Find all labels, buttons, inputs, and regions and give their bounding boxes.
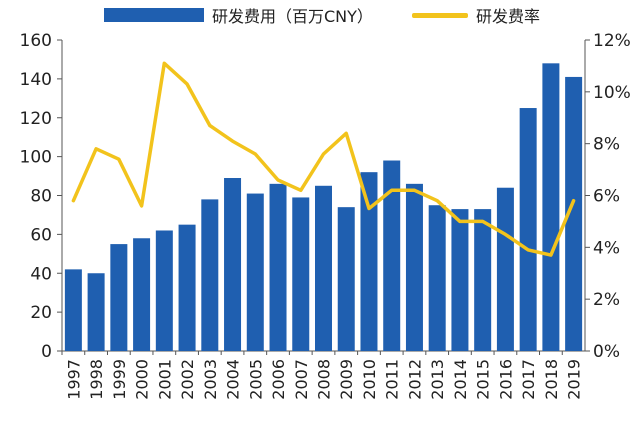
x-tick-label: 2010 — [360, 359, 379, 400]
left-tick-label: 80 — [30, 187, 52, 207]
x-tick-label: 1998 — [87, 359, 106, 400]
x-tick-label: 2008 — [315, 359, 334, 400]
x-tick-label: 2014 — [451, 359, 470, 400]
x-tick-label: 2009 — [337, 359, 356, 400]
left-tick-label: 40 — [30, 264, 52, 284]
right-tick-label: 4% — [593, 238, 620, 258]
x-tick-label: 2000 — [133, 359, 152, 400]
x-tick-label: 2015 — [474, 359, 493, 400]
x-tick-label: 2002 — [178, 359, 197, 400]
left-tick-label: 160 — [20, 31, 52, 51]
legend-item-expense: 研发费用（百万CNY） — [104, 3, 373, 27]
bar — [383, 160, 401, 351]
bar — [87, 273, 105, 351]
bar — [155, 230, 173, 351]
bar — [201, 199, 219, 351]
left-tick-label: 140 — [20, 70, 52, 90]
x-tick-label: 2017 — [519, 359, 538, 400]
legend-swatch-bar — [104, 8, 204, 22]
bar — [565, 76, 583, 352]
x-tick-label: 2005 — [246, 359, 265, 400]
bar — [64, 269, 82, 351]
legend: 研发费用（百万CNY） 研发费率 — [0, 0, 640, 32]
left-tick-label: 100 — [20, 148, 52, 168]
right-tick-label: 2% — [593, 290, 620, 310]
x-tick-label: 2018 — [542, 359, 561, 400]
bar — [474, 209, 492, 351]
bar — [110, 244, 128, 351]
right-tick-label: 12% — [593, 31, 631, 51]
x-tick-label: 2016 — [496, 359, 515, 400]
bar — [360, 172, 378, 351]
bar — [496, 187, 514, 351]
right-tick-label: 8% — [593, 135, 620, 155]
rate-line — [71, 61, 576, 257]
x-tick-label: 2006 — [269, 359, 288, 400]
x-tick-label: 2003 — [201, 359, 220, 400]
legend-label-expense: 研发费用（百万CNY） — [212, 7, 373, 26]
x-tick-label: 2004 — [224, 359, 243, 400]
bar — [405, 183, 423, 351]
right-tick-label: 0% — [593, 342, 620, 362]
legend-swatch-line — [412, 12, 468, 18]
x-tick-label: 2007 — [292, 359, 311, 400]
bar — [428, 205, 446, 351]
left-tick-label: 20 — [30, 303, 52, 323]
right-tick-label: 10% — [593, 83, 631, 103]
x-tick-label: 2011 — [383, 359, 402, 400]
legend-label-rate: 研发费率 — [476, 7, 541, 26]
bar — [224, 178, 242, 351]
bar — [337, 207, 355, 351]
x-tick-label: 2001 — [155, 359, 174, 400]
bar — [519, 108, 537, 351]
x-tick-label: 1999 — [110, 359, 129, 400]
bar — [542, 63, 560, 351]
left-tick-label: 120 — [20, 109, 52, 129]
bar — [178, 224, 196, 351]
x-tick-label: 1997 — [64, 359, 83, 400]
bar — [451, 209, 469, 351]
bar — [133, 238, 151, 351]
right-tick-label: 6% — [593, 187, 620, 207]
x-tick-label: 2012 — [405, 359, 424, 400]
bar — [315, 185, 332, 351]
bar — [292, 197, 310, 351]
x-tick-label: 2013 — [428, 359, 447, 400]
x-tick-label: 2019 — [565, 359, 584, 400]
left-tick-label: 0 — [41, 342, 52, 362]
bar — [246, 193, 264, 351]
bar — [269, 183, 287, 351]
legend-item-rate: 研发费率 — [412, 3, 540, 27]
left-tick-label: 60 — [30, 225, 52, 245]
